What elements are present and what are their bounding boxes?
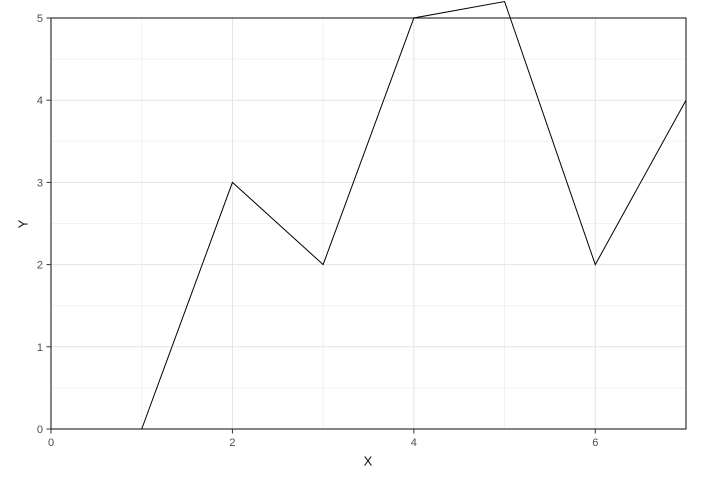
data-series-line — [141, 0, 687, 430]
x-tick-label: 0 — [48, 437, 54, 449]
y-tick-label: 2 — [37, 260, 43, 272]
y-tick-label: 0 — [37, 424, 43, 436]
y-tick-label: 5 — [37, 13, 43, 25]
y-tick-label: 3 — [37, 177, 43, 189]
y-tick-label: 4 — [37, 95, 43, 107]
x-tick-label: 2 — [229, 437, 235, 449]
x-tick-label: 4 — [411, 437, 417, 449]
x-tick-label: 6 — [592, 437, 598, 449]
y-tick-label: 1 — [37, 342, 43, 354]
panel-border — [50, 17, 687, 430]
y-axis-title: Y — [15, 219, 31, 229]
x-axis-title: X — [363, 453, 373, 469]
